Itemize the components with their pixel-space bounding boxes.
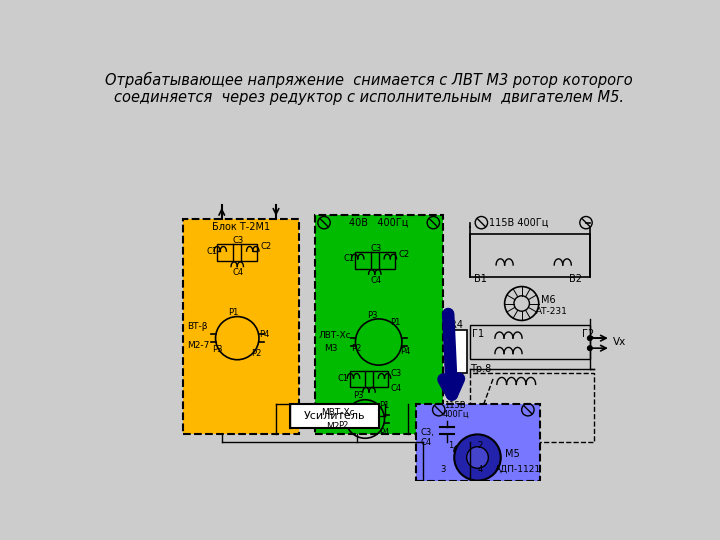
Text: Тр.8: Тр.8 — [469, 364, 491, 374]
Text: ЛВТ-Хс: ЛВТ-Хс — [319, 332, 351, 340]
Text: М5: М5 — [505, 449, 519, 458]
Text: Отрабатывающее напряжение  снимается с ЛВТ М3 ротор которого: Отрабатывающее напряжение снимается с ЛВ… — [105, 72, 633, 88]
Text: P3: P3 — [367, 310, 377, 320]
Text: P1: P1 — [390, 318, 401, 327]
Text: C2: C2 — [398, 249, 409, 259]
Text: М2-7: М2-7 — [187, 341, 210, 350]
Text: Усилитель: Усилитель — [303, 411, 365, 421]
Text: АТ-231: АТ-231 — [536, 307, 567, 316]
Text: C4: C4 — [391, 384, 402, 394]
Text: 115В: 115В — [444, 401, 466, 410]
Text: 40В   400Гц: 40В 400Гц — [349, 218, 408, 228]
Text: В2: В2 — [569, 274, 582, 284]
Text: P2: P2 — [251, 349, 261, 358]
Text: АДП-1121: АДП-1121 — [495, 464, 541, 474]
FancyBboxPatch shape — [415, 403, 539, 481]
Circle shape — [467, 447, 488, 468]
FancyBboxPatch shape — [448, 330, 467, 373]
Text: R4: R4 — [451, 320, 464, 330]
Text: М6: М6 — [541, 295, 556, 305]
Circle shape — [505, 287, 539, 320]
Text: ВТ-β: ВТ-β — [187, 322, 207, 331]
Text: Г1: Г1 — [472, 329, 484, 339]
Circle shape — [514, 296, 529, 311]
Text: 1: 1 — [448, 441, 454, 450]
Text: C3: C3 — [233, 236, 244, 245]
Text: МВТ-Хс: МВТ-Хс — [321, 408, 354, 417]
FancyBboxPatch shape — [183, 219, 300, 434]
Text: P3: P3 — [354, 392, 364, 400]
Text: P4: P4 — [379, 428, 390, 437]
Text: Блок Т-2М1: Блок Т-2М1 — [212, 221, 270, 232]
Circle shape — [588, 336, 593, 340]
Text: 2: 2 — [477, 441, 482, 450]
Text: C3: C3 — [370, 244, 382, 253]
Text: В1: В1 — [474, 274, 487, 284]
FancyBboxPatch shape — [315, 215, 443, 434]
Text: C2: C2 — [261, 242, 271, 251]
Text: C1: C1 — [206, 247, 217, 255]
FancyBboxPatch shape — [290, 403, 379, 428]
Text: P1: P1 — [228, 308, 238, 317]
Text: C3: C3 — [391, 369, 402, 378]
Text: М3: М3 — [324, 343, 338, 353]
Text: C1: C1 — [338, 374, 349, 383]
Text: 3: 3 — [441, 464, 446, 474]
Circle shape — [454, 434, 500, 481]
Text: P1: P1 — [379, 401, 390, 410]
Text: P3: P3 — [212, 345, 223, 354]
Text: P4: P4 — [259, 330, 269, 339]
Text: 400Гц: 400Гц — [443, 410, 469, 419]
Text: P4: P4 — [400, 347, 411, 356]
Text: М2: М2 — [326, 422, 340, 431]
Text: 4: 4 — [477, 464, 482, 474]
Text: C4: C4 — [420, 437, 431, 447]
Text: P2: P2 — [351, 343, 362, 353]
Text: C4: C4 — [370, 276, 382, 285]
Text: P2: P2 — [338, 421, 348, 430]
Text: Г2: Г2 — [582, 329, 595, 339]
Text: C1: C1 — [344, 254, 355, 264]
Text: 115В 400Гц: 115В 400Гц — [489, 218, 549, 228]
Text: соединяется  через редуктор с исполнительным  двигателем М5.: соединяется через редуктор с исполнитель… — [114, 90, 624, 105]
Text: C3,: C3, — [420, 428, 434, 437]
Text: Vx: Vx — [613, 337, 626, 347]
Circle shape — [588, 346, 593, 350]
Text: C4: C4 — [233, 268, 244, 277]
